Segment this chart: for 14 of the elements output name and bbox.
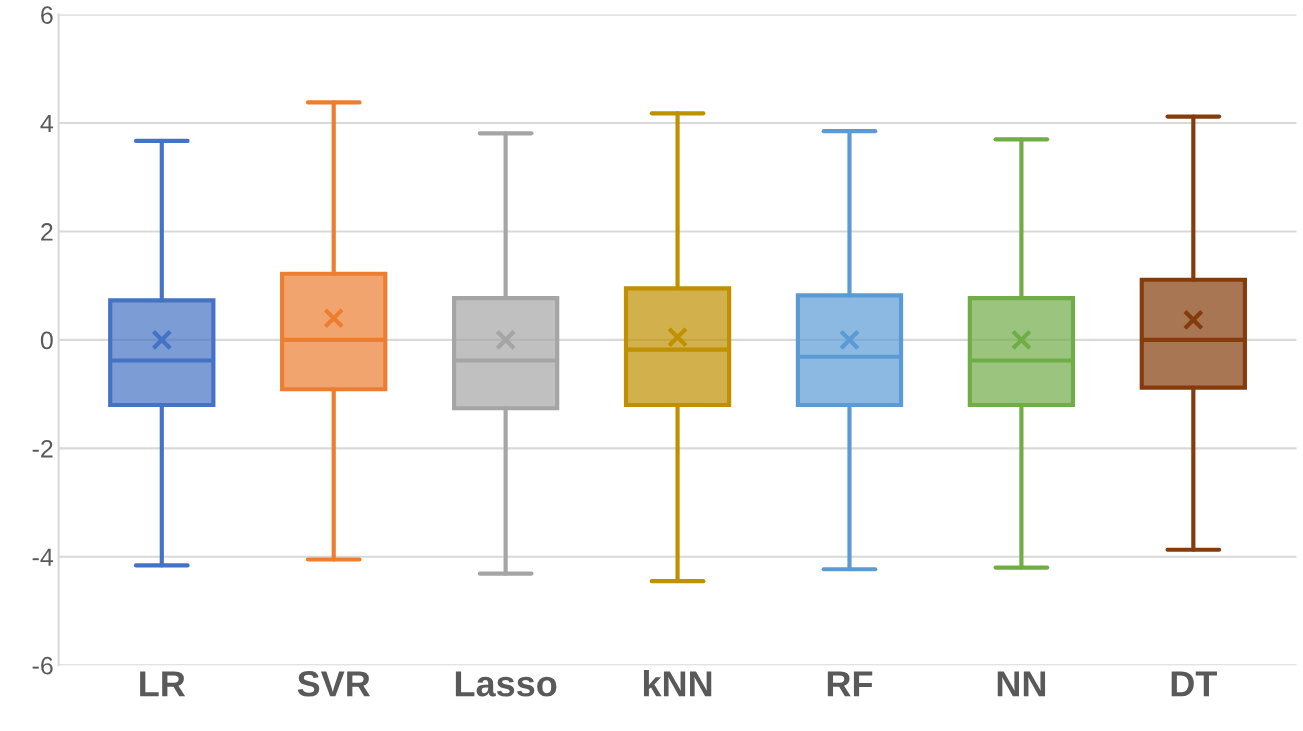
- x-tick-label: LR: [140, 671, 186, 697]
- y-tick-label: 6: [41, 6, 53, 24]
- y-tick-label: -4: [32, 548, 54, 566]
- y-tick-label: 0: [40, 331, 53, 350]
- x-tick-label: SVR: [297, 671, 371, 697]
- y-tick-label: -6: [32, 656, 53, 675]
- x-tick-label: DT: [1171, 671, 1218, 697]
- x-tick-label: RF: [827, 671, 873, 697]
- x-tick-label: NN: [997, 671, 1046, 697]
- y-tick-label: -2: [32, 439, 53, 458]
- y-tick-label: 4: [40, 114, 54, 133]
- x-tick-label: Lasso: [455, 671, 557, 697]
- x-tick-label: kNN: [643, 670, 712, 697]
- y-tick-label: 2: [41, 223, 53, 241]
